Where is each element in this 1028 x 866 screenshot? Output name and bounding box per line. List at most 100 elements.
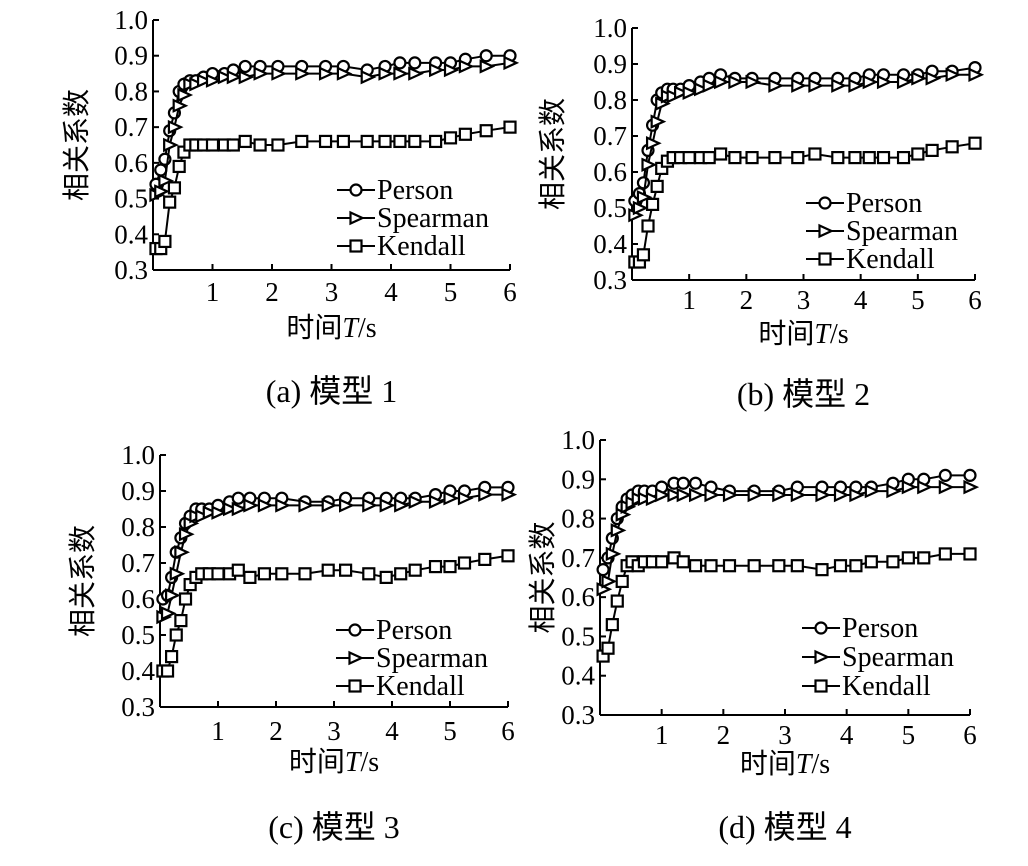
x-tick-label: 5 bbox=[902, 720, 916, 750]
data-point-kendall bbox=[378, 134, 392, 149]
data-point-person bbox=[479, 49, 493, 63]
x-tick-label: 5 bbox=[911, 285, 925, 315]
legend-marker-person bbox=[814, 621, 828, 635]
data-point-kendall bbox=[211, 567, 225, 581]
data-point-spearman bbox=[211, 505, 228, 520]
data-point-spearman bbox=[360, 69, 377, 85]
data-point-spearman bbox=[189, 77, 205, 92]
series-kendall bbox=[596, 547, 977, 663]
data-point-person bbox=[231, 491, 245, 505]
y-tick-label: 1.0 bbox=[561, 425, 595, 455]
data-point-person bbox=[238, 59, 252, 74]
data-point-kendall bbox=[172, 159, 186, 174]
data-point-kendall bbox=[408, 563, 422, 577]
x-tick-label: 5 bbox=[444, 277, 458, 307]
data-point-spearman bbox=[901, 479, 918, 495]
data-point-spearman bbox=[362, 498, 378, 513]
x-axis-label: 时间T/s bbox=[289, 746, 379, 778]
legend-marker-kendall bbox=[818, 252, 832, 266]
chart-panel-4: 0.3 0.4 0.5 0.6 0.7 0.8 0.9 1.0 1 2 3 4 5 6 时间T/s 相关系数 P… bbox=[527, 425, 980, 845]
y-tick-label: 0.5 bbox=[593, 193, 627, 223]
data-point-kendall bbox=[394, 567, 408, 581]
data-point-kendall bbox=[808, 147, 822, 161]
data-point-spearman bbox=[408, 494, 425, 510]
data-point-spearman bbox=[632, 200, 649, 216]
data-point-spearman bbox=[849, 487, 866, 503]
y-tick-label: 0.4 bbox=[593, 229, 627, 259]
data-point-kendall bbox=[911, 147, 925, 161]
data-point-kendall bbox=[257, 567, 271, 581]
y-tick-label: 0.5 bbox=[561, 621, 595, 651]
y-tick-label: 1.0 bbox=[593, 13, 627, 43]
data-point-kendall bbox=[702, 151, 716, 165]
y-tick-label: 0.3 bbox=[121, 692, 155, 722]
chart-panel-2: 0.3 0.4 0.5 0.6 0.7 0.8 0.9 1.0 1 2 3 4 5 6 时间T/s 相关系数 P… bbox=[537, 13, 985, 412]
data-point-kendall bbox=[429, 134, 443, 149]
data-point-spearman bbox=[682, 85, 699, 101]
y-tick-label: 0.5 bbox=[121, 620, 155, 650]
data-point-kendall bbox=[318, 134, 333, 149]
data-point-spearman bbox=[676, 487, 693, 503]
y-axis-label: 相关系数 bbox=[527, 521, 559, 633]
data-point-person bbox=[393, 56, 407, 70]
legend-marker-kendall bbox=[814, 679, 828, 693]
y-tick-label: 0.4 bbox=[114, 219, 148, 249]
panel-caption: (b) 模型 2 bbox=[737, 376, 870, 412]
data-point-kendall bbox=[815, 563, 829, 577]
data-point-spearman bbox=[339, 498, 355, 513]
data-point-spearman bbox=[963, 479, 980, 495]
y-tick-label: 0.4 bbox=[121, 656, 155, 686]
data-point-kendall bbox=[163, 195, 177, 209]
data-point-spearman bbox=[808, 78, 825, 93]
data-point-kendall bbox=[601, 641, 615, 655]
data-point-spearman bbox=[768, 78, 785, 93]
legend-label-kendall: Kendall bbox=[846, 244, 935, 275]
legend-marker-spearman bbox=[818, 223, 835, 239]
data-point-kendall bbox=[478, 552, 492, 567]
data-point-spearman bbox=[167, 119, 184, 135]
data-point-kendall bbox=[205, 138, 220, 152]
data-point-spearman bbox=[177, 87, 194, 103]
data-point-spearman bbox=[747, 487, 764, 503]
y-tick-label: 0.3 bbox=[114, 255, 148, 285]
data-point-spearman bbox=[195, 508, 211, 524]
y-tick-label: 0.4 bbox=[561, 661, 595, 691]
data-point-person bbox=[636, 176, 651, 190]
data-point-spearman bbox=[226, 69, 243, 85]
data-point-kendall bbox=[167, 181, 182, 195]
y-tick-label: 0.3 bbox=[593, 265, 627, 295]
data-point-kendall bbox=[479, 124, 493, 138]
data-point-kendall bbox=[160, 664, 175, 678]
y-tick-label: 0.7 bbox=[561, 543, 595, 573]
data-point-spearman bbox=[443, 62, 460, 78]
data-point-spearman bbox=[501, 487, 518, 502]
legend-marker-person bbox=[818, 196, 832, 210]
data-point-kendall bbox=[408, 134, 422, 149]
data-point-spearman bbox=[196, 73, 213, 88]
data-point-spearman bbox=[169, 566, 186, 582]
legend-marker-kendall bbox=[348, 679, 362, 693]
x-tick-label: 3 bbox=[797, 285, 811, 315]
data-point-spearman bbox=[911, 71, 927, 86]
legend-marker-spearman bbox=[814, 649, 831, 665]
legend-label-kendall: Kendall bbox=[842, 671, 931, 702]
legend-label-person: Person bbox=[377, 175, 453, 206]
data-point-spearman bbox=[790, 487, 807, 503]
y-tick-label: 0.7 bbox=[114, 112, 148, 142]
data-point-kendall bbox=[650, 179, 664, 193]
legend-label-kendall: Kendall bbox=[376, 671, 465, 702]
data-point-spearman bbox=[205, 73, 222, 88]
data-point-person bbox=[938, 468, 952, 482]
data-point-kendall bbox=[457, 556, 472, 570]
data-point-spearman bbox=[503, 55, 520, 71]
data-point-spearman bbox=[253, 66, 270, 81]
data-point-spearman bbox=[917, 479, 933, 495]
data-point-spearman bbox=[673, 85, 690, 101]
data-point-kendall bbox=[503, 120, 517, 134]
data-point-spearman bbox=[158, 173, 175, 188]
data-point-kendall bbox=[295, 134, 309, 149]
data-point-person bbox=[963, 468, 977, 482]
data-point-kendall bbox=[443, 559, 457, 574]
y-tick-label: 0.7 bbox=[593, 121, 627, 151]
data-point-spearman bbox=[257, 498, 274, 513]
